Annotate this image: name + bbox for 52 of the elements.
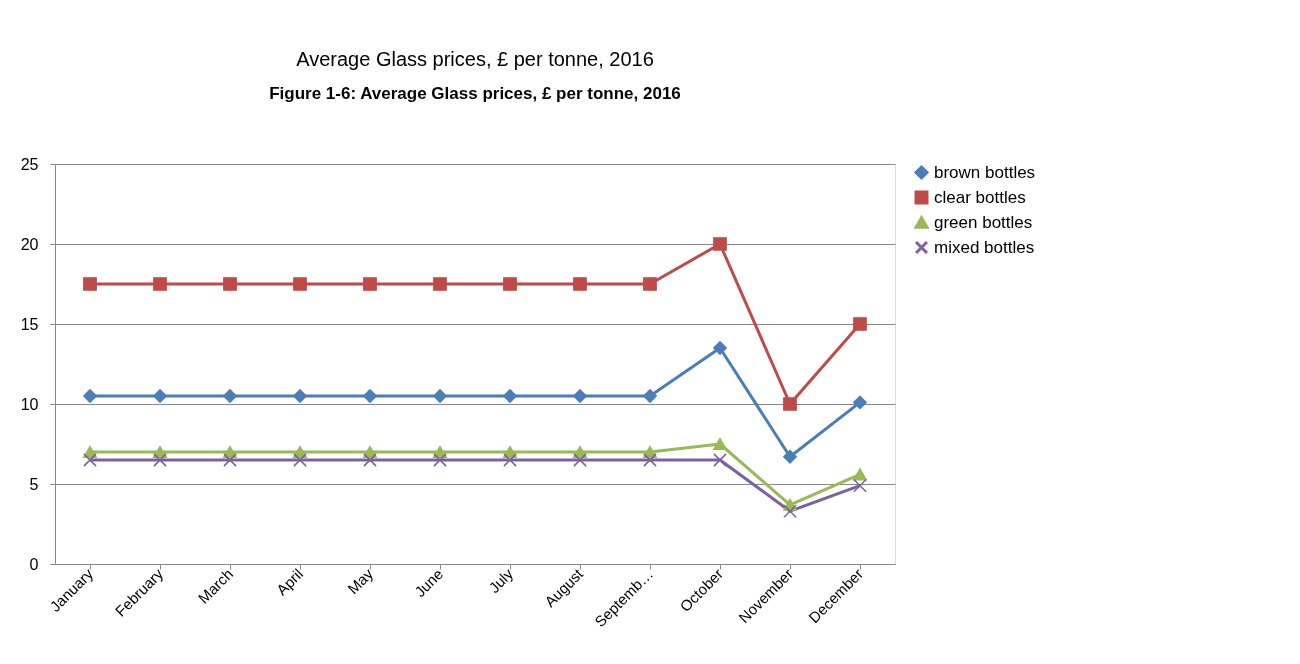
point [293, 389, 307, 403]
point [783, 504, 797, 519]
point [153, 277, 167, 291]
point [853, 317, 867, 331]
point [783, 397, 797, 411]
caption: Figure 1-6: Average Glass prices, £ per tonne, 2016 [269, 84, 681, 103]
point [853, 468, 867, 481]
point [643, 389, 657, 403]
point [433, 453, 447, 467]
point [433, 389, 447, 403]
point [713, 237, 727, 251]
point [223, 453, 237, 467]
point [853, 395, 867, 410]
point [503, 453, 517, 467]
point [293, 277, 307, 291]
point [223, 277, 237, 291]
point [713, 437, 727, 451]
point [83, 453, 97, 467]
y-tick-label: 25 [20, 155, 39, 173]
point [223, 389, 237, 403]
point [153, 389, 167, 403]
legend-label: green bottles [934, 212, 1033, 232]
y-tick-label: 20 [20, 235, 39, 253]
point [363, 277, 377, 291]
point [713, 341, 727, 355]
point [503, 277, 517, 291]
point [573, 389, 587, 403]
chart-title: Average Glass prices, £ per tonne, 2016 [296, 48, 654, 70]
point [643, 277, 657, 291]
point [573, 277, 587, 291]
point [503, 389, 517, 403]
point [573, 453, 587, 467]
legend-label: mixed bottles [934, 237, 1035, 257]
point [293, 453, 307, 467]
point [83, 277, 97, 291]
legend-label: clear bottles [934, 187, 1026, 207]
point [83, 389, 97, 403]
y-tick-label: 15 [20, 315, 39, 333]
point [783, 449, 797, 464]
x-tick-label: May [344, 564, 377, 598]
point [363, 453, 377, 467]
point [433, 277, 447, 291]
point [363, 389, 377, 403]
point [853, 478, 867, 493]
y-tick-label: 0 [29, 555, 39, 573]
y-tick-label: 5 [29, 475, 39, 493]
legend-label: brown bottles [934, 162, 1036, 182]
point [643, 453, 657, 467]
x-tick-label: July [485, 564, 517, 597]
point [153, 453, 167, 467]
point [713, 453, 727, 467]
y-tick-label: 10 [20, 395, 39, 413]
